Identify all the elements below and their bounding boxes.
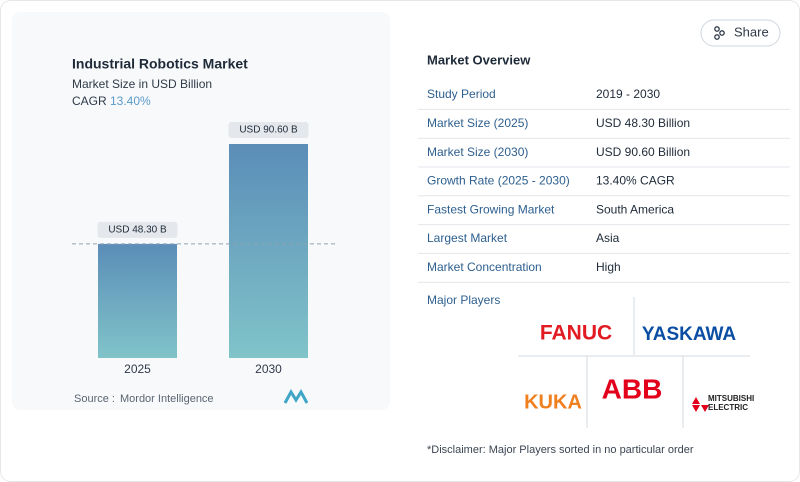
player-logo: MITSUBISHI [708, 394, 754, 403]
player-logo: KUKA [524, 391, 582, 413]
row-label: Market Size (2025) [427, 116, 528, 130]
source-label: Source : [74, 393, 115, 405]
value-label: USD 90.60 B [239, 125, 298, 136]
bar [229, 144, 308, 358]
row-label: Study Period [427, 87, 496, 101]
disclaimer: *Disclaimer: Major Players sorted in no … [427, 444, 694, 456]
value-label: USD 48.30 B [108, 225, 167, 236]
row-value: USD 90.60 Billion [596, 145, 690, 159]
row-label: Market Size (2030) [427, 145, 528, 159]
chart-subtitle: Market Size in USD Billion [72, 77, 212, 91]
cagr-label: CAGR [72, 94, 107, 108]
share-icon [714, 26, 725, 40]
row-label: Fastest Growing Market [427, 202, 555, 216]
player-logo: ELECTRIC [708, 403, 748, 412]
x-tick-label: 2030 [255, 362, 282, 376]
row-label: Market Concentration [427, 260, 542, 274]
row-value: Asia [596, 231, 620, 245]
row-value: High [596, 260, 621, 274]
player-grid [518, 297, 750, 428]
player-logo: YASKAWA [642, 324, 737, 345]
value-label-box [97, 221, 178, 238]
chart-title: Industrial Robotics Market [72, 56, 248, 72]
share-button[interactable] [700, 19, 781, 47]
row-value: 2019 - 2030 [596, 87, 660, 101]
share-label[interactable]: Share [734, 24, 769, 39]
row-label: Largest Market [427, 231, 508, 245]
row-value: USD 48.30 Billion [596, 116, 690, 130]
row-label: Growth Rate (2025 - 2030) [427, 174, 570, 188]
overview-title: Market Overview [427, 52, 531, 67]
row-value: 13.40% CAGR [596, 174, 675, 188]
x-tick-label: 2025 [124, 362, 151, 376]
player-logo: ABB [602, 373, 663, 404]
cagr-value: 13.40% [110, 94, 151, 108]
source: Mordor Intelligence [120, 393, 214, 405]
mitsubishi-mark [692, 397, 709, 412]
value-label-box [228, 122, 309, 138]
source-logo [283, 389, 309, 404]
players-title: Major Players [427, 293, 500, 307]
row-value: South America [596, 202, 674, 216]
bar [98, 243, 177, 358]
player-logo: FANUC [540, 322, 612, 345]
